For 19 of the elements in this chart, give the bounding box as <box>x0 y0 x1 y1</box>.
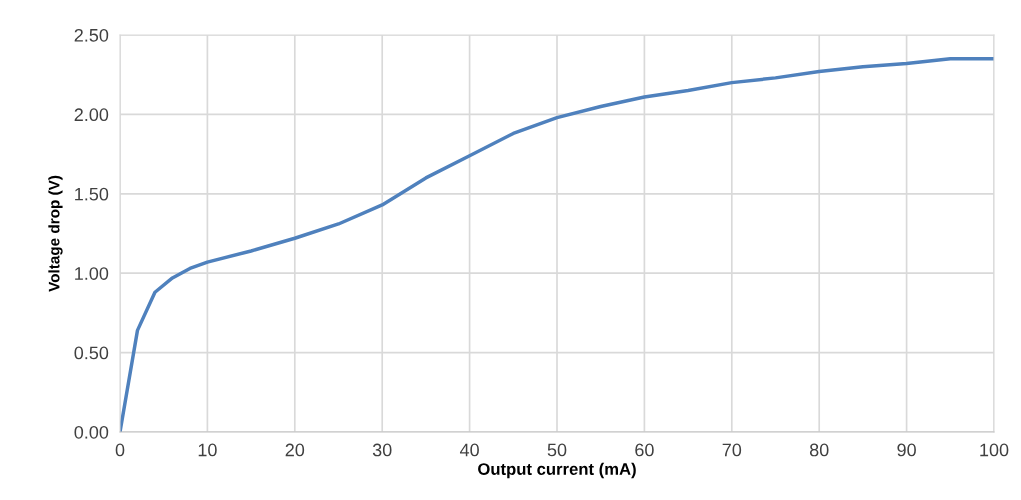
x-tick-label: 30 <box>372 443 392 457</box>
x-tick-label: 60 <box>635 443 654 457</box>
x-tick-label: 100 <box>980 443 1009 457</box>
x-tick-label: 10 <box>198 443 217 457</box>
y-tick-label: 2.00 <box>74 108 109 122</box>
y-tick-label: 1.50 <box>75 187 109 201</box>
y-tick-label: 0.50 <box>74 346 109 360</box>
x-tick-label: 50 <box>547 443 567 457</box>
y-tick-label: 2.50 <box>74 28 109 42</box>
x-axis-title: Output current (mA) <box>478 462 636 479</box>
y-axis-title: Voltage drop (V) <box>48 175 63 292</box>
y-tick-label: 0.00 <box>74 425 109 439</box>
x-tick-label: 70 <box>722 443 742 457</box>
x-tick-label: 20 <box>285 443 305 457</box>
y-tick-label: 1.00 <box>75 267 109 280</box>
x-tick-label: 0 <box>115 443 125 457</box>
x-tick-label: 40 <box>459 443 479 457</box>
x-tick-label: 80 <box>809 443 829 457</box>
x-tick-label: 90 <box>897 443 916 457</box>
